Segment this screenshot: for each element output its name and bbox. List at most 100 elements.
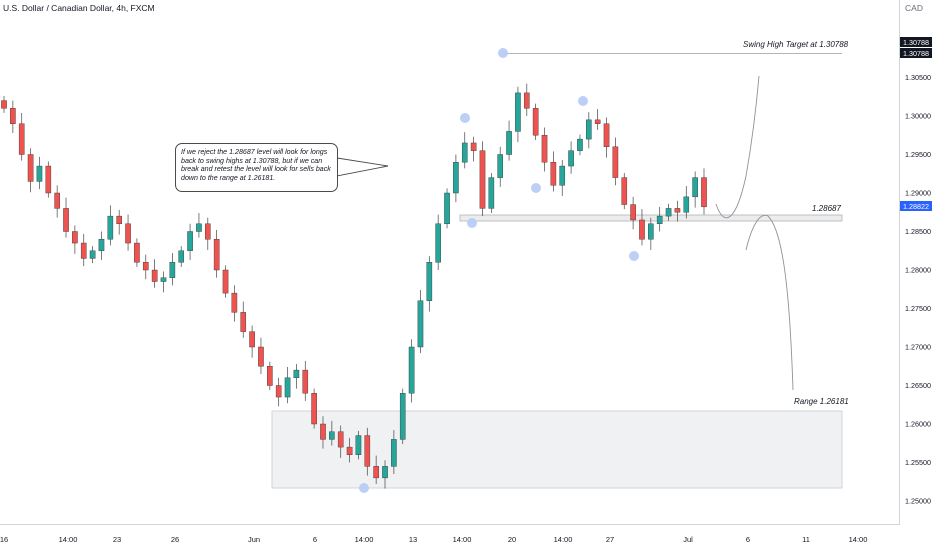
candle (267, 361, 273, 391)
candle-body (134, 242, 140, 263)
candle (45, 161, 52, 198)
candle-body (258, 346, 264, 367)
candle (639, 209, 645, 246)
range-label: Range 1.26181 (794, 397, 849, 406)
time-tick-label: 6 (746, 535, 750, 544)
price-tick-label: 1.30500 (905, 73, 931, 82)
candle (249, 325, 255, 358)
candle (417, 290, 424, 354)
level-label: 1.28687 (812, 204, 841, 213)
candle-body (355, 435, 362, 455)
candle-body (594, 119, 601, 124)
candle (382, 460, 388, 489)
swing-marker-dot (359, 483, 369, 493)
candle-body (1, 100, 7, 109)
candle-body (196, 223, 202, 232)
candle (27, 148, 34, 193)
candle (116, 209, 122, 235)
candle (10, 100, 16, 133)
candle-body (399, 393, 406, 440)
candle-body (329, 431, 335, 440)
candle-body (213, 238, 220, 271)
candle-body (169, 262, 176, 278)
candle-body (18, 123, 25, 155)
time-tick-label: 11 (802, 535, 810, 544)
candle-body (45, 165, 52, 194)
note-pointer (336, 157, 389, 177)
price-tick-label: 1.30000 (905, 112, 931, 121)
candle-body (683, 196, 690, 213)
candle (559, 159, 566, 197)
time-tick-label: 26 (171, 535, 179, 544)
candle-body (116, 215, 122, 225)
candle-body (417, 300, 424, 348)
candle-body (125, 223, 131, 244)
candle (594, 109, 601, 130)
candle (63, 197, 69, 238)
candle (284, 367, 291, 404)
candle-body (63, 208, 69, 232)
time-tick-label: 14:00 (849, 535, 868, 544)
swing-high-badge-bg (900, 37, 932, 47)
candle (692, 171, 698, 208)
candle-body (630, 204, 636, 221)
candle (346, 437, 353, 463)
candle-body (621, 177, 628, 205)
candle (151, 259, 158, 288)
swing-marker-dot (531, 183, 541, 193)
candle (1, 95, 7, 113)
time-tick-label: 14:00 (59, 535, 78, 544)
candle (160, 271, 167, 293)
time-tick-label: 16 (0, 535, 8, 544)
candle (196, 213, 202, 238)
candle (479, 141, 486, 217)
time-tick-label: 14:00 (355, 535, 374, 544)
candle-body (665, 208, 672, 217)
note-callout[interactable]: If we reject the 1.28687 level will look… (175, 143, 338, 192)
candle-body (311, 393, 317, 425)
candle-body (515, 92, 521, 132)
candle-body (674, 208, 681, 213)
candle-body (302, 369, 309, 394)
candle (72, 225, 78, 254)
candle (515, 86, 521, 143)
candle (391, 430, 397, 475)
time-tick-label: Jun (248, 535, 260, 544)
candle (204, 217, 211, 250)
candle (461, 132, 468, 169)
bullish-projection-line (715, 75, 760, 219)
candle (506, 120, 512, 161)
candle-body (151, 269, 158, 282)
candle (488, 172, 495, 214)
candle (18, 112, 25, 161)
candle-body (488, 177, 495, 209)
candle (240, 301, 247, 338)
candle-body (612, 146, 619, 178)
candle (80, 233, 87, 267)
time-tick-label: 13 (409, 535, 417, 544)
candle-body (382, 466, 388, 479)
candle-body (559, 165, 566, 186)
candle (187, 223, 193, 260)
candle (169, 253, 176, 286)
time-tick-label: 14:00 (554, 535, 573, 544)
candle (453, 154, 459, 203)
candle-body (426, 262, 433, 301)
candle-body (453, 161, 459, 194)
candle (320, 416, 326, 449)
candle-body (267, 366, 273, 386)
candle (630, 196, 636, 230)
time-tick-label: 6 (313, 535, 317, 544)
candle-body (364, 435, 371, 467)
candle (125, 214, 131, 251)
candle (621, 172, 628, 210)
candle-body (27, 154, 34, 182)
price-tick-label: 1.28500 (905, 227, 931, 236)
time-tick-label: 27 (606, 535, 614, 544)
candle-body (80, 242, 87, 259)
candle (311, 388, 317, 429)
candle (435, 214, 441, 270)
candle-body (89, 250, 96, 259)
candle-body (178, 250, 185, 263)
